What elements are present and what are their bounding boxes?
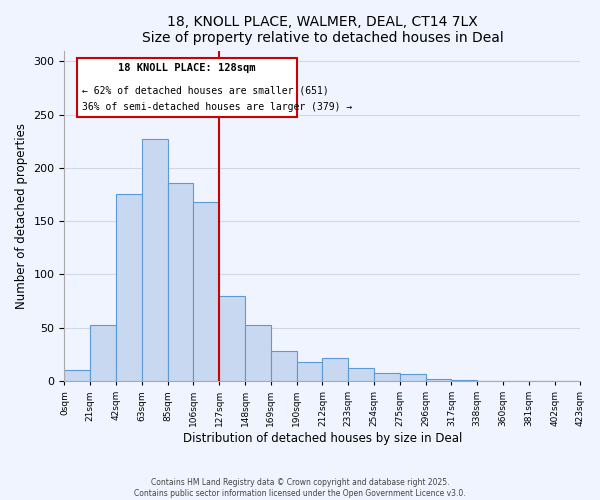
Bar xyxy=(245,324,271,381)
Y-axis label: Number of detached properties: Number of detached properties xyxy=(15,123,28,309)
Bar xyxy=(271,351,296,381)
Bar xyxy=(400,374,425,381)
Bar xyxy=(193,202,219,381)
Bar xyxy=(142,139,167,381)
X-axis label: Distribution of detached houses by size in Deal: Distribution of detached houses by size … xyxy=(183,432,462,445)
Bar xyxy=(425,379,451,381)
Bar xyxy=(116,194,142,381)
Text: 18 KNOLL PLACE: 128sqm: 18 KNOLL PLACE: 128sqm xyxy=(118,64,256,74)
Bar xyxy=(64,370,90,381)
Text: Contains HM Land Registry data © Crown copyright and database right 2025.
Contai: Contains HM Land Registry data © Crown c… xyxy=(134,478,466,498)
Text: 36% of semi-detached houses are larger (379) →: 36% of semi-detached houses are larger (… xyxy=(82,102,353,112)
Text: ← 62% of detached houses are smaller (651): ← 62% of detached houses are smaller (65… xyxy=(82,86,329,96)
Bar xyxy=(219,296,245,381)
Bar xyxy=(296,362,322,381)
FancyBboxPatch shape xyxy=(77,58,296,116)
Bar xyxy=(374,372,400,381)
Bar xyxy=(90,324,116,381)
Title: 18, KNOLL PLACE, WALMER, DEAL, CT14 7LX
Size of property relative to detached ho: 18, KNOLL PLACE, WALMER, DEAL, CT14 7LX … xyxy=(142,15,503,45)
Bar xyxy=(451,380,477,381)
Bar xyxy=(167,182,193,381)
Bar xyxy=(348,368,374,381)
Bar xyxy=(322,358,348,381)
